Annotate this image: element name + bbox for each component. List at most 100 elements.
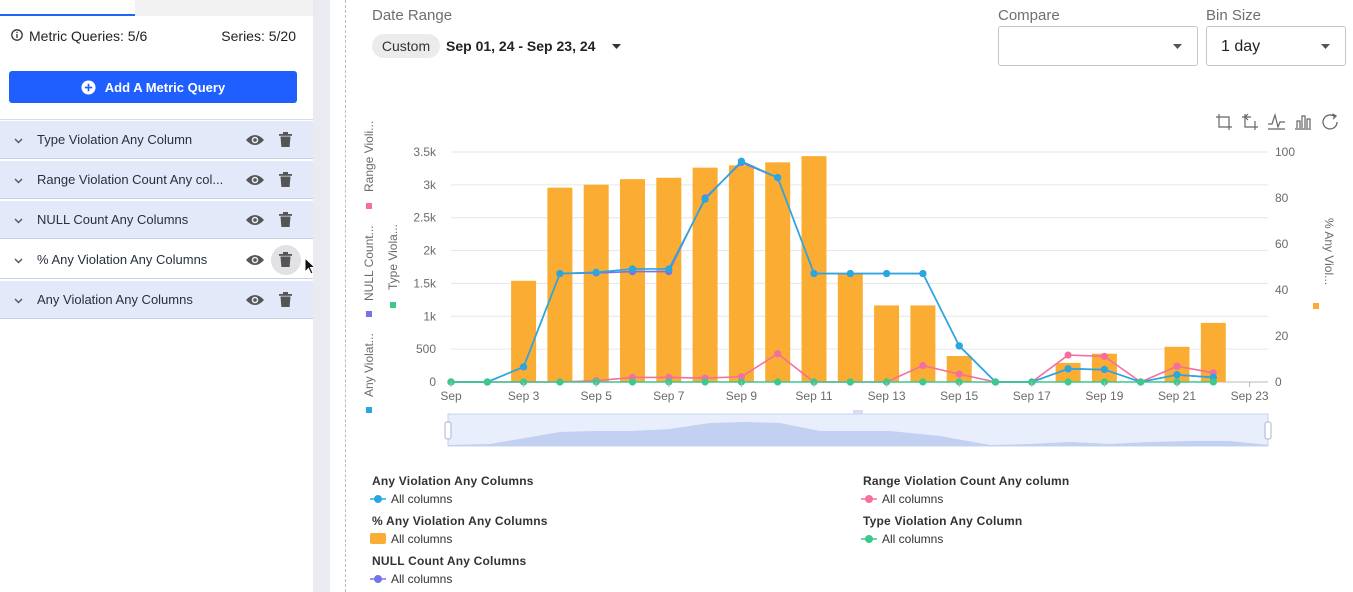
query-row-type-violation[interactable]: Type Violation Any Column: [0, 121, 313, 159]
compare-select[interactable]: [998, 26, 1198, 66]
chevron-down-icon[interactable]: [13, 215, 24, 226]
plus-circle-icon: [81, 79, 96, 95]
chevron-down-icon[interactable]: [13, 295, 24, 306]
date-range-label: Date Range: [372, 7, 453, 24]
legend-title-any-violation: Any Violation Any Columns: [372, 474, 534, 488]
point-any-violation-any-columns: [701, 195, 709, 203]
query-counts: Metric Queries: 5/6 Series: 5/20: [0, 26, 313, 46]
x-tick-label: Sep 17: [1013, 389, 1051, 403]
legend-symbol-any-violation[interactable]: [370, 494, 386, 504]
legend-symbol-range-violation[interactable]: [861, 494, 877, 504]
point-any-violation-any-columns: [665, 265, 673, 273]
date-range-chip[interactable]: Custom: [372, 34, 440, 58]
query-label: NULL Count Any Columns: [37, 212, 189, 227]
query-label: % Any Violation Any Columns: [37, 252, 208, 267]
bar-pct-any-violation: [874, 305, 900, 382]
point-any-violation-any-columns: [1173, 371, 1181, 379]
info-icon: [11, 29, 23, 41]
point-range-violation-count-any-column: [774, 350, 782, 358]
point-any-violation-any-columns: [774, 174, 782, 182]
point-any-violation-any-columns: [737, 157, 745, 165]
zoom-reset-icon[interactable]: [1242, 113, 1258, 130]
legend-title-null-count: NULL Count Any Columns: [372, 554, 527, 568]
query-row-any-violation[interactable]: Any Violation Any Columns: [0, 281, 313, 319]
bin-size-label: Bin Size: [1206, 7, 1262, 24]
bar-chart-icon[interactable]: [1295, 115, 1311, 130]
tab-metric-queries[interactable]: [0, 0, 135, 16]
point-range-violation-count-any-column: [955, 370, 963, 378]
bar-pct-any-violation: [583, 184, 609, 382]
zoom-icon[interactable]: [1216, 114, 1232, 130]
trash-icon[interactable]: [279, 172, 292, 187]
point-any-violation-any-columns: [810, 269, 818, 278]
zoom-handle-top[interactable]: [853, 410, 863, 414]
legend-title-type-violation: Type Violation Any Column: [863, 514, 1023, 528]
legend-symbol-pct-violation[interactable]: [370, 533, 386, 544]
restore-icon[interactable]: [1322, 113, 1338, 130]
zoom-handle-left[interactable]: [444, 421, 452, 440]
left-axis-name-null-count: NULL Count...: [362, 225, 376, 301]
query-row-pct-any-violation[interactable]: % Any Violation Any Columns: [0, 241, 313, 279]
y-right-tick-label: 20: [1275, 329, 1289, 343]
chevron-down-icon[interactable]: [13, 135, 24, 146]
eye-icon[interactable]: [245, 173, 265, 187]
point-any-violation-any-columns: [1100, 365, 1108, 374]
trash-icon[interactable]: [279, 132, 292, 147]
legend-symbol-type-violation[interactable]: [861, 534, 877, 544]
point-type-violation-any-column: [846, 378, 854, 386]
panel-divider: [345, 0, 346, 592]
y-left-tick-label: 1k: [423, 309, 437, 323]
legend-item-range-violation[interactable]: All columns: [882, 492, 944, 506]
trash-icon[interactable]: [279, 292, 292, 307]
zoom-handle-right[interactable]: [1264, 421, 1272, 440]
legend-item-null-count[interactable]: All columns: [391, 572, 453, 586]
y-left-tick-label: 3.5k: [413, 145, 437, 159]
eye-icon[interactable]: [245, 213, 265, 227]
eye-icon[interactable]: [245, 293, 265, 307]
line-chart-icon[interactable]: [1268, 112, 1285, 130]
query-label: Range Violation Count Any col...: [37, 172, 224, 187]
point-type-violation-any-column: [1064, 378, 1072, 386]
point-range-violation-count-any-column: [1064, 351, 1072, 359]
y-right-tick-label: 100: [1275, 145, 1295, 159]
trash-icon[interactable]: [279, 252, 292, 267]
resize-gutter[interactable]: [313, 0, 330, 592]
y-right-tick-label: 40: [1275, 283, 1289, 297]
data-zoom-slider[interactable]: [444, 410, 1272, 447]
bar-pct-any-violation: [620, 179, 645, 382]
point-type-violation-any-column: [1209, 378, 1217, 386]
chevron-down-icon[interactable]: [13, 255, 24, 266]
caret-down-icon[interactable]: [612, 44, 621, 49]
bar-pct-any-violation: [728, 165, 754, 382]
trash-icon[interactable]: [279, 212, 292, 227]
query-row-null-count[interactable]: NULL Count Any Columns: [0, 201, 313, 239]
right-axis-name-pct-violation: % Any Viol...: [1322, 218, 1336, 285]
point-type-violation-any-column: [556, 378, 564, 386]
x-tick-label: Sep 5: [581, 389, 613, 403]
eye-icon[interactable]: [245, 253, 265, 267]
date-range-value[interactable]: Sep 01, 24 - Sep 23, 24: [446, 38, 596, 54]
legend-item-pct-violation[interactable]: All columns: [391, 532, 453, 546]
legend-item-any-violation[interactable]: All columns: [391, 492, 453, 506]
point-range-violation-count-any-column: [1173, 362, 1181, 370]
bar-pct-any-violation: [801, 156, 827, 382]
x-tick-label: Sep 9: [726, 389, 758, 403]
divider: [0, 119, 313, 120]
point-any-violation-any-columns: [556, 269, 564, 278]
zoom-slider-preview: [448, 422, 1268, 446]
sidebar: Metric Queries: 5/6 Series: 5/20 Add A M…: [0, 0, 316, 592]
point-type-violation-any-column: [628, 378, 637, 386]
bin-size-select[interactable]: 1 day: [1206, 26, 1346, 66]
caret-down-icon: [1321, 44, 1330, 49]
eye-icon[interactable]: [245, 133, 265, 147]
query-label: Any Violation Any Columns: [37, 292, 193, 307]
chevron-down-icon[interactable]: [13, 175, 24, 186]
query-row-range-violation[interactable]: Range Violation Count Any col...: [0, 161, 313, 199]
bar-pct-any-violation: [946, 356, 972, 382]
legend-symbol-null-count[interactable]: [370, 574, 386, 584]
x-tick-label: Sep 7: [653, 389, 685, 403]
bar-pct-any-violation: [547, 187, 573, 382]
x-tick-label: Sep 19: [1085, 389, 1123, 403]
legend-item-type-violation[interactable]: All columns: [882, 532, 944, 546]
add-metric-query-button[interactable]: Add A Metric Query: [9, 71, 297, 103]
